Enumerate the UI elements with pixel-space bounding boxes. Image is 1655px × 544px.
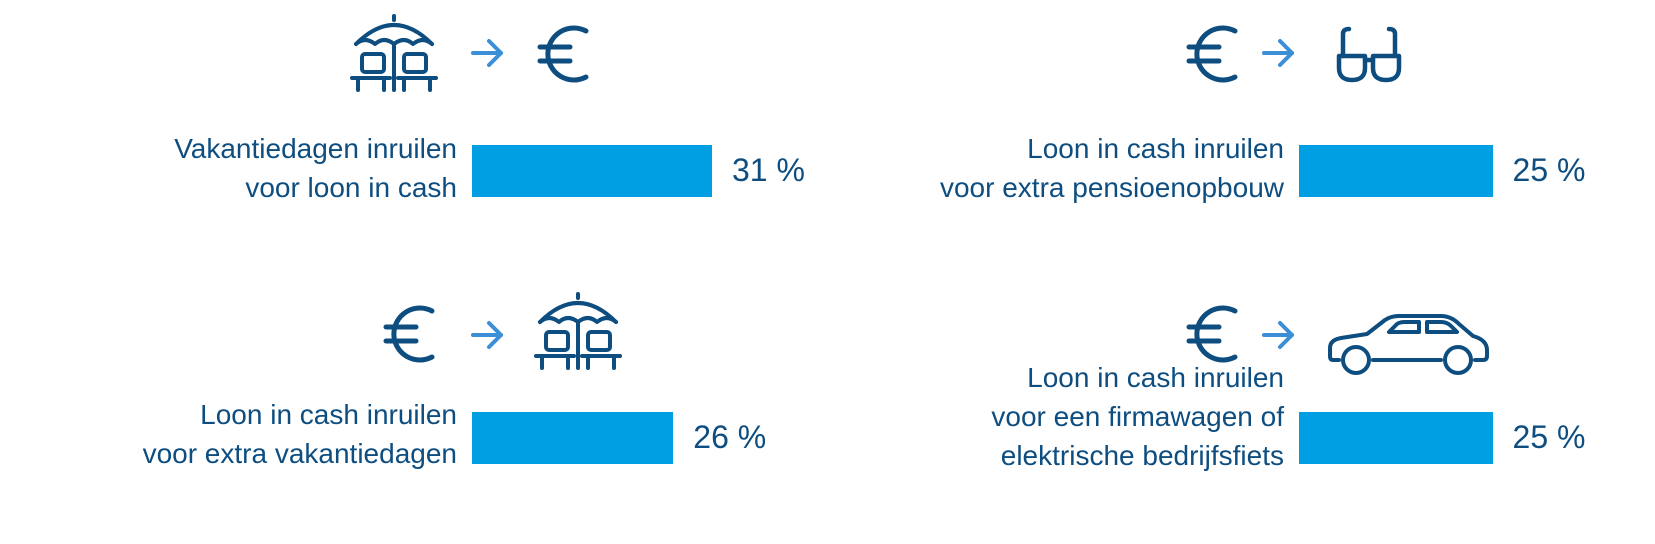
item-label-line: voor extra vakantiedagen (142, 438, 457, 469)
value-label: 26 % (693, 419, 767, 455)
arrow-right-icon (1262, 39, 1294, 67)
value-bar (1299, 412, 1493, 464)
chart-item-vakantiedagen-naar-cash: Vakantiedagen inruilen voor loon in cash… (0, 0, 827, 272)
beach-umbrella-icon (350, 14, 438, 92)
item-label-line: Loon in cash inruilen (1027, 133, 1284, 164)
item-label-line: voor een firmawagen of (991, 401, 1284, 432)
arrow-right-icon (471, 321, 503, 349)
beach-umbrella-icon (534, 292, 622, 370)
value-bar (472, 145, 712, 197)
item-label-line: voor extra pensioenopbouw (939, 172, 1284, 203)
car-icon (1328, 314, 1489, 375)
value-bar (472, 412, 674, 464)
value-label: 25 % (1512, 419, 1586, 455)
item-label: Loon in cash inruilen voor een firmawage… (824, 358, 1284, 475)
item-label-line: Loon in cash inruilen (200, 399, 457, 430)
euro-icon (537, 25, 589, 83)
euro-icon (1186, 25, 1238, 83)
item-label-line: Loon in cash inruilen (1027, 362, 1284, 393)
value-label: 31 % (732, 152, 805, 188)
euro-icon (383, 305, 435, 363)
value-label: 25 % (1512, 152, 1586, 188)
glasses-icon (1336, 26, 1402, 83)
item-label-line: Vakantiedagen inruilen (174, 133, 457, 164)
chart-item-cash-naar-pensioen: Loon in cash inruilen voor extra pensioe… (827, 0, 1654, 272)
item-label-line: elektrische bedrijfsfiets (1000, 440, 1284, 471)
item-label: Loon in cash inruilen voor extra pensioe… (824, 129, 1284, 207)
chart-item-cash-naar-firmawagen: Loon in cash inruilen voor een firmawage… (827, 272, 1654, 544)
item-label: Loon in cash inruilen voor extra vakanti… (0, 395, 457, 473)
euro-icon (1186, 305, 1238, 363)
arrow-right-icon (1262, 321, 1294, 349)
chart-item-cash-naar-vakantiedagen: Loon in cash inruilen voor extra vakanti… (0, 272, 827, 544)
item-label-line: voor loon in cash (245, 172, 457, 203)
value-bar (1299, 145, 1493, 197)
arrow-right-icon (471, 39, 503, 67)
item-label: Vakantiedagen inruilen voor loon in cash (0, 129, 457, 207)
